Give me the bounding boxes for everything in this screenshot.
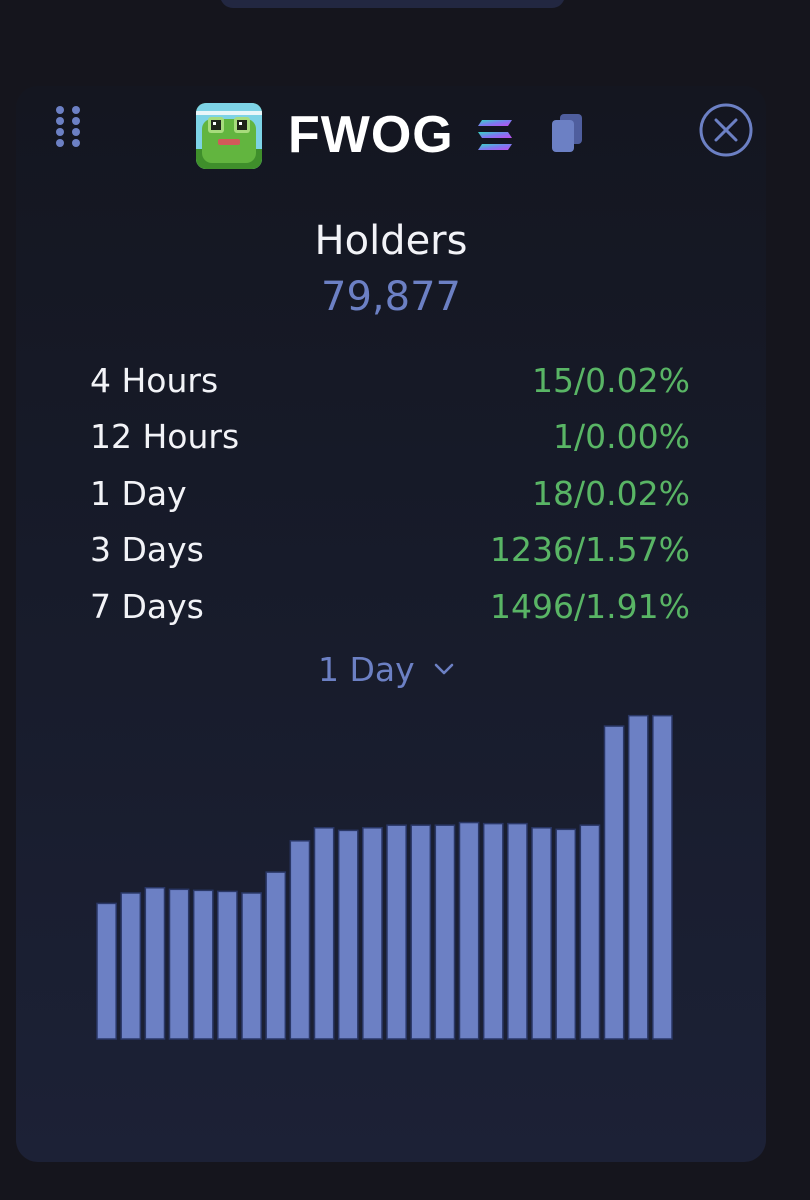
stat-row-4-hours: 4 Hours 15/0.02%	[90, 352, 690, 409]
stat-value: 1/0.00%	[553, 417, 690, 457]
stat-count: 18	[532, 473, 575, 513]
stat-count: 15	[532, 360, 575, 400]
stat-value: 18/0.02%	[532, 473, 690, 513]
drag-handle-icon[interactable]	[56, 106, 84, 150]
chart-bar[interactable]	[458, 821, 480, 1040]
solana-icon	[476, 118, 514, 152]
chart-bar[interactable]	[144, 887, 166, 1040]
copy-icon[interactable]	[550, 112, 584, 154]
stat-label: 7 Days	[90, 586, 204, 626]
period-selected: 1 Day	[318, 649, 415, 689]
chevron-down-icon	[434, 663, 453, 675]
chart-bar[interactable]	[241, 892, 262, 1040]
stat-row-3-days: 3 Days 1236/1.57%	[90, 522, 690, 579]
stat-label: 12 Hours	[90, 417, 240, 457]
chart-bar[interactable]	[217, 890, 238, 1040]
chart-bar[interactable]	[362, 827, 383, 1040]
chart-bar[interactable]	[96, 902, 117, 1040]
stat-value: 15/0.02%	[532, 360, 690, 400]
stat-percent: 0.00%	[585, 417, 690, 457]
chart-bar[interactable]	[531, 827, 552, 1040]
stat-count: 1	[553, 417, 575, 457]
holders-bar-chart	[96, 714, 673, 1040]
stat-label: 4 Hours	[90, 360, 219, 400]
stat-count: 1236	[490, 530, 575, 570]
chart-bar[interactable]	[555, 828, 577, 1040]
stat-label: 1 Day	[90, 473, 187, 513]
chart-bar[interactable]	[482, 822, 504, 1040]
chart-bar[interactable]	[265, 871, 287, 1040]
period-dropdown[interactable]: 1 Day	[318, 644, 455, 694]
stat-percent: 0.02%	[585, 473, 690, 513]
stat-row-12-hours: 12 Hours 1/0.00%	[90, 409, 690, 466]
stat-percent: 0.02%	[585, 360, 690, 400]
chart-bar[interactable]	[120, 892, 142, 1040]
frog-avatar-icon	[196, 103, 262, 169]
chart-bar[interactable]	[603, 725, 625, 1040]
stat-percent: 1.91%	[585, 586, 690, 626]
chart-bar[interactable]	[168, 888, 190, 1040]
chart-bar[interactable]	[434, 824, 456, 1040]
chart-bar[interactable]	[652, 714, 673, 1040]
chart-bar[interactable]	[386, 824, 407, 1040]
token-name: FWOG	[288, 106, 454, 164]
chart-bar[interactable]	[410, 824, 432, 1040]
chart-bar[interactable]	[507, 822, 528, 1040]
stat-row-1-day: 1 Day 18/0.02%	[90, 465, 690, 522]
stat-value: 1236/1.57%	[490, 530, 690, 570]
chart-bar[interactable]	[579, 824, 601, 1040]
chart-bar[interactable]	[337, 829, 359, 1040]
chart-bar[interactable]	[289, 840, 311, 1040]
holders-count: 79,877	[321, 274, 461, 320]
chart-bar[interactable]	[313, 827, 335, 1040]
stat-row-7-days: 7 Days 1496/1.91%	[90, 578, 690, 635]
close-button[interactable]	[698, 102, 754, 158]
stat-label: 3 Days	[90, 530, 204, 570]
stat-percent: 1.57%	[585, 530, 690, 570]
chart-bar[interactable]	[627, 714, 649, 1040]
holder-change-list: 4 Hours 15/0.02% 12 Hours 1/0.00% 1 Day …	[90, 352, 690, 635]
chart-bar[interactable]	[192, 889, 214, 1040]
holders-label: Holders	[314, 218, 468, 264]
stat-value: 1496/1.91%	[490, 586, 690, 626]
close-icon	[699, 103, 753, 157]
stat-count: 1496	[490, 586, 575, 626]
top-tab	[220, 0, 565, 8]
